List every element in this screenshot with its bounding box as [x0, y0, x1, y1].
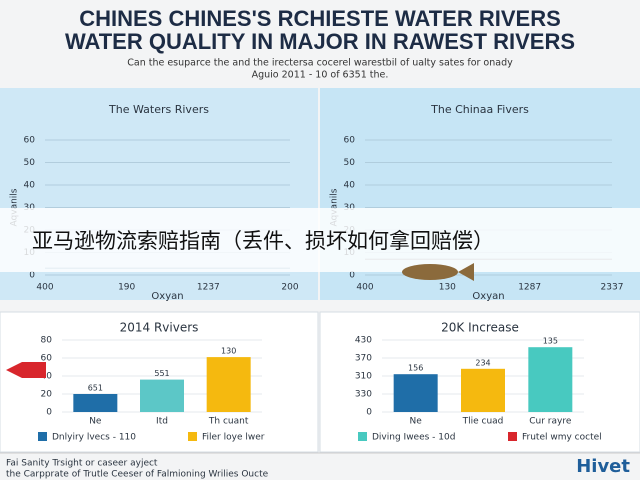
- y-tick-label: 60: [41, 354, 53, 364]
- legend-label: Diving Iwees - 10d: [372, 433, 455, 443]
- chart-title: 2014 Rvivers: [120, 321, 199, 335]
- x-tick-label: 1237: [197, 283, 220, 293]
- legend-swatch: [188, 432, 197, 441]
- x-tick-label: 400: [36, 283, 53, 293]
- bar: [461, 368, 505, 412]
- y-tick-label: 60: [344, 136, 356, 146]
- x-tick-label: 2337: [601, 283, 624, 293]
- y-tick-label: 0: [29, 271, 35, 281]
- legend-swatch: [38, 432, 47, 441]
- y-tick-label: 40: [344, 181, 356, 191]
- subtitle-line: Aguio 2011 - 10 of 6351 the.: [252, 70, 389, 81]
- legend-label: Filer loye lwer: [202, 433, 265, 443]
- banner-text: 亚马逊物流索赔指南（丢件、损坏如何拿回赔偿）: [32, 229, 494, 253]
- fish-icon: [402, 263, 474, 281]
- x-tick-label: 400: [356, 283, 373, 293]
- chart-title: 20K Increase: [441, 321, 519, 335]
- bar-note: 551: [154, 369, 169, 378]
- y-tick-label: 80: [41, 336, 53, 346]
- x-tick-label: Itd: [156, 417, 168, 427]
- pointer-icon: [6, 362, 46, 378]
- bar: [73, 394, 118, 412]
- x-tick-label: 1287: [518, 283, 541, 293]
- x-tick-label: Ne: [410, 417, 423, 427]
- x-tick-label: Cur rayre: [529, 417, 572, 427]
- subtitle-line: Can the esuparce the and the irectersa c…: [127, 58, 513, 69]
- x-tick-label: Ne: [89, 417, 102, 427]
- bar: [140, 379, 184, 412]
- y-tick-label: 370: [355, 354, 372, 364]
- x-tick-label: Tlie cuad: [462, 417, 504, 427]
- bar-note: 234: [475, 358, 490, 367]
- x-axis-label: Oxyan: [472, 291, 504, 302]
- y-tick-label: 50: [344, 158, 356, 168]
- x-axis-label: Oxyan: [151, 291, 183, 302]
- legend-swatch: [358, 432, 367, 441]
- y-tick-label: 0: [349, 271, 355, 281]
- banner-bg: [0, 208, 640, 272]
- footer-line: Fai Sanity Trsight or caseer ayject: [6, 459, 158, 469]
- y-tick-label: 430: [355, 336, 372, 346]
- y-axis-label: Aqvanils: [10, 188, 20, 226]
- x-tick-label: Th cuant: [208, 417, 249, 427]
- logo: Hivet: [576, 456, 630, 477]
- y-tick-label: 0: [366, 408, 372, 418]
- y-tick-label: 310: [355, 372, 372, 382]
- y-tick-label: 50: [24, 158, 36, 168]
- legend-swatch: [508, 432, 517, 441]
- y-tick-label: 40: [41, 372, 53, 382]
- legend-label: Dnlyiry lvecs - 110: [52, 433, 136, 443]
- x-tick-label: 130: [439, 283, 456, 293]
- bar: [393, 374, 438, 412]
- title-line: CHINES CHINES'S RCHIESTE WATER RIVERS: [79, 6, 561, 31]
- bar-note: 156: [408, 364, 423, 373]
- y-tick-label: 60: [24, 136, 36, 146]
- bar-note: 135: [543, 337, 558, 346]
- chart-title: The Waters Rivers: [108, 103, 209, 116]
- bar-note: 651: [88, 384, 103, 393]
- x-tick-label: 200: [281, 283, 298, 293]
- footer-line: the Carpprate of Trutle Ceeser of Falmio…: [6, 470, 269, 480]
- y-axis-label: Aqvanils: [330, 188, 340, 226]
- bar: [528, 347, 573, 412]
- bar: [206, 357, 251, 412]
- legend-label: Frutel wmy coctel: [522, 433, 602, 443]
- y-tick-label: 330: [355, 390, 372, 400]
- chart-title: The Chinaa Fivers: [430, 103, 529, 116]
- x-tick-label: 190: [118, 283, 135, 293]
- bar-note: 130: [221, 347, 236, 356]
- y-tick-label: 40: [24, 181, 36, 191]
- y-tick-label: 0: [46, 408, 52, 418]
- title-line: WATER QUALITY IN MAJOR IN RAWEST RIVERS: [65, 29, 575, 54]
- y-tick-label: 20: [41, 390, 53, 400]
